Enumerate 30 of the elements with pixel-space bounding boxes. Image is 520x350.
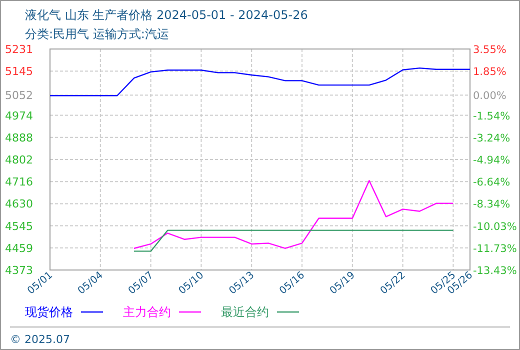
y-tick-label: 4545	[5, 220, 33, 233]
y2-tick-label: -13.43%	[473, 265, 517, 277]
y2-tick-label: -10.03%	[473, 220, 517, 233]
y2-tick-label: -6.64%	[473, 176, 510, 189]
line-series	[133, 180, 454, 249]
y-tick-label: 5231	[5, 43, 33, 56]
y-tick-label: 4630	[5, 198, 33, 211]
y2-tick-label: -8.34%	[473, 198, 510, 211]
y2-tick-label: -11.73%	[473, 242, 517, 255]
y-tick-label: 4716	[5, 176, 33, 189]
y2-tick-label: 1.85%	[473, 66, 506, 78]
y2-tick-label: -3.24%	[473, 132, 510, 144]
legend-label: 现货价格	[25, 305, 73, 319]
y-tick-label: 4888	[5, 131, 33, 144]
y2-tick-label: -4.94%	[473, 154, 510, 166]
y-tick-label: 4802	[5, 154, 33, 166]
legend-label: 主力合约	[123, 305, 171, 319]
y-tick-label: 4459	[5, 242, 33, 255]
chart-subtitle: 分类:民用气 运输方式:汽运	[25, 27, 169, 41]
y-tick-label: 4974	[5, 109, 33, 122]
text: © 2025.07	[10, 333, 70, 346]
chart-title: 液化气 山东 生产者价格 2024-05-01 - 2024-05-26	[25, 8, 308, 22]
legend-label: 最近合约	[221, 305, 269, 319]
y-tick-label: 4373	[5, 264, 33, 277]
y2-tick-label: -1.54%	[473, 110, 510, 122]
y2-tick-label: 3.55%	[473, 44, 506, 56]
y-tick-label: 5145	[5, 65, 33, 78]
y2-tick-label: 0.00%	[473, 90, 506, 102]
line-series	[49, 67, 471, 96]
y-tick-label: 5052	[5, 89, 33, 102]
